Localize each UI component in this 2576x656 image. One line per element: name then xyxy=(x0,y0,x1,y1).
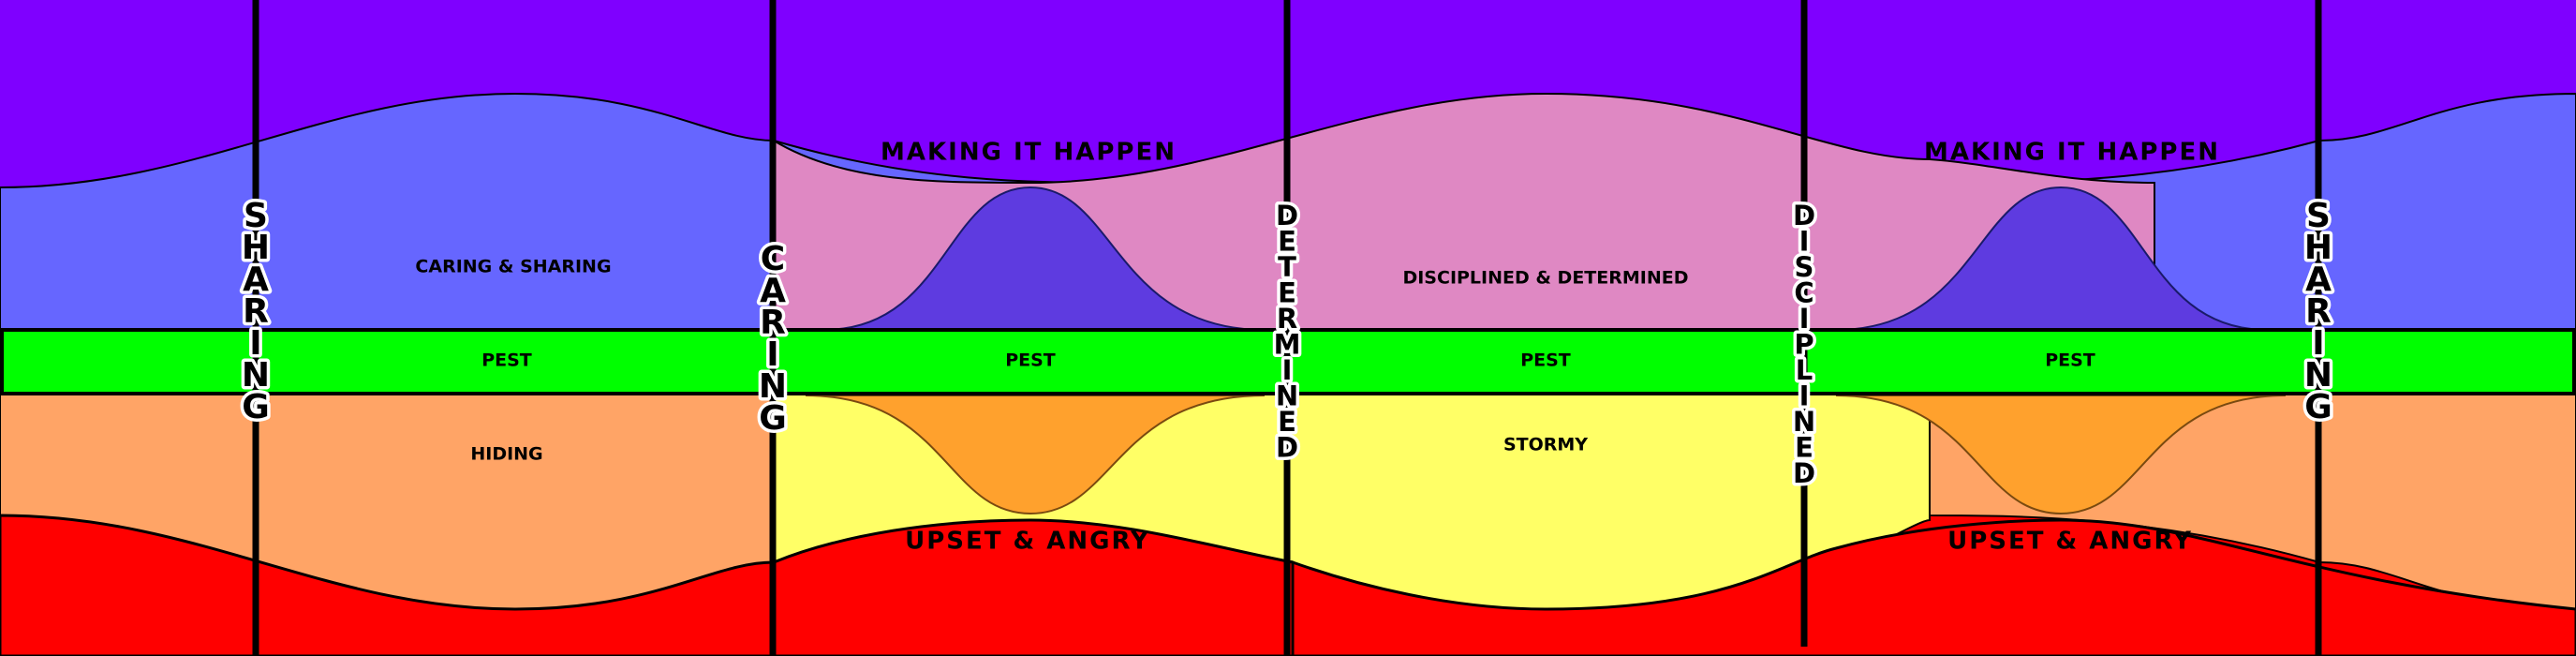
divider-letter: R xyxy=(243,292,269,331)
divider-letter: I xyxy=(1799,303,1810,335)
divider-letter: R xyxy=(2305,292,2332,331)
divider-letter: G xyxy=(2304,388,2332,426)
divider-word-disciplined: DISCIPLINED xyxy=(1789,197,1818,493)
divider-letter: A xyxy=(243,261,269,299)
divider-letter: C xyxy=(761,240,785,278)
divider-letter: N xyxy=(1276,380,1298,412)
divider-word-determined: DETERMINED xyxy=(1270,197,1304,468)
divider-letter: L xyxy=(1796,354,1813,386)
divider-letter: E xyxy=(1278,406,1296,438)
divider-letter: A xyxy=(760,272,786,310)
label-stormy: STORMY xyxy=(1503,435,1588,455)
divider-letter: G xyxy=(759,399,787,438)
label-caring-sharing: CARING & SHARING xyxy=(415,257,611,277)
divider-letter: G xyxy=(242,388,270,426)
divider-letter: S xyxy=(1795,251,1814,283)
label-pest-3: PEST xyxy=(1520,350,1571,371)
divider-letter: A xyxy=(2305,261,2332,299)
divider-letter: P xyxy=(1794,329,1814,361)
blue-bump-left xyxy=(823,186,1266,331)
divider-letter: D xyxy=(1793,200,1815,231)
divider-letter: I xyxy=(766,335,778,374)
label-upset-angry-left: UPSET & ANGRY xyxy=(905,528,1150,556)
divider-letter: R xyxy=(760,304,786,342)
divider-letter: N xyxy=(2304,356,2332,395)
divider-letter: H xyxy=(2304,229,2332,267)
divider-letter: D xyxy=(1276,432,1298,464)
red-wave-right xyxy=(1291,518,2576,656)
orange-bump-right xyxy=(1835,395,2287,515)
divider-letter: D xyxy=(1276,200,1298,231)
divider-word-caring: CARING xyxy=(755,237,790,441)
divider-letter: N xyxy=(1793,406,1815,438)
blue-bump-right xyxy=(1835,186,2268,331)
label-pest-2: PEST xyxy=(1005,350,1056,371)
vertical-dividers: SHARINGCARINGDETERMINEDDISCIPLINEDSHARIN… xyxy=(238,0,2336,656)
divider-letter: C xyxy=(1794,277,1814,309)
divider-letter: I xyxy=(1799,226,1810,258)
orange-bump-left xyxy=(805,395,1266,515)
divider-letter: I xyxy=(1282,354,1293,386)
divider-letter: I xyxy=(1799,380,1810,412)
divider-letter: N xyxy=(242,356,270,395)
divider-letter: E xyxy=(1278,277,1296,309)
label-hiding: HIDING xyxy=(470,444,542,465)
divider-letter: M xyxy=(1274,329,1301,361)
divider-letter: R xyxy=(1277,303,1297,335)
label-pest-1: PEST xyxy=(481,350,532,371)
divider-letter: E xyxy=(1795,432,1814,464)
divider-letter: I xyxy=(249,324,261,363)
divider-letter: S xyxy=(2306,197,2331,235)
divider-letter: N xyxy=(759,367,787,406)
divider-letter: E xyxy=(1278,226,1296,258)
divider-letter: D xyxy=(1793,457,1815,489)
divider-letter: T xyxy=(1278,251,1296,283)
label-upset-angry-right: UPSET & ANGRY xyxy=(1947,528,2193,556)
divider-letter: I xyxy=(2312,324,2324,363)
divider-word-sharing: SHARING xyxy=(2301,194,2335,430)
label-disciplined-determined: DISCIPLINED & DETERMINED xyxy=(1402,268,1688,289)
label-making-it-happen-right: MAKING IT HAPPEN xyxy=(1924,139,2220,167)
divider-letter: S xyxy=(244,197,268,235)
red-wave-left xyxy=(0,514,1295,656)
label-pest-4: PEST xyxy=(2045,350,2095,371)
label-making-it-happen-left: MAKING IT HAPPEN xyxy=(881,139,1177,167)
divider-letter: H xyxy=(242,229,270,267)
divider-word-sharing: SHARING xyxy=(238,194,273,430)
